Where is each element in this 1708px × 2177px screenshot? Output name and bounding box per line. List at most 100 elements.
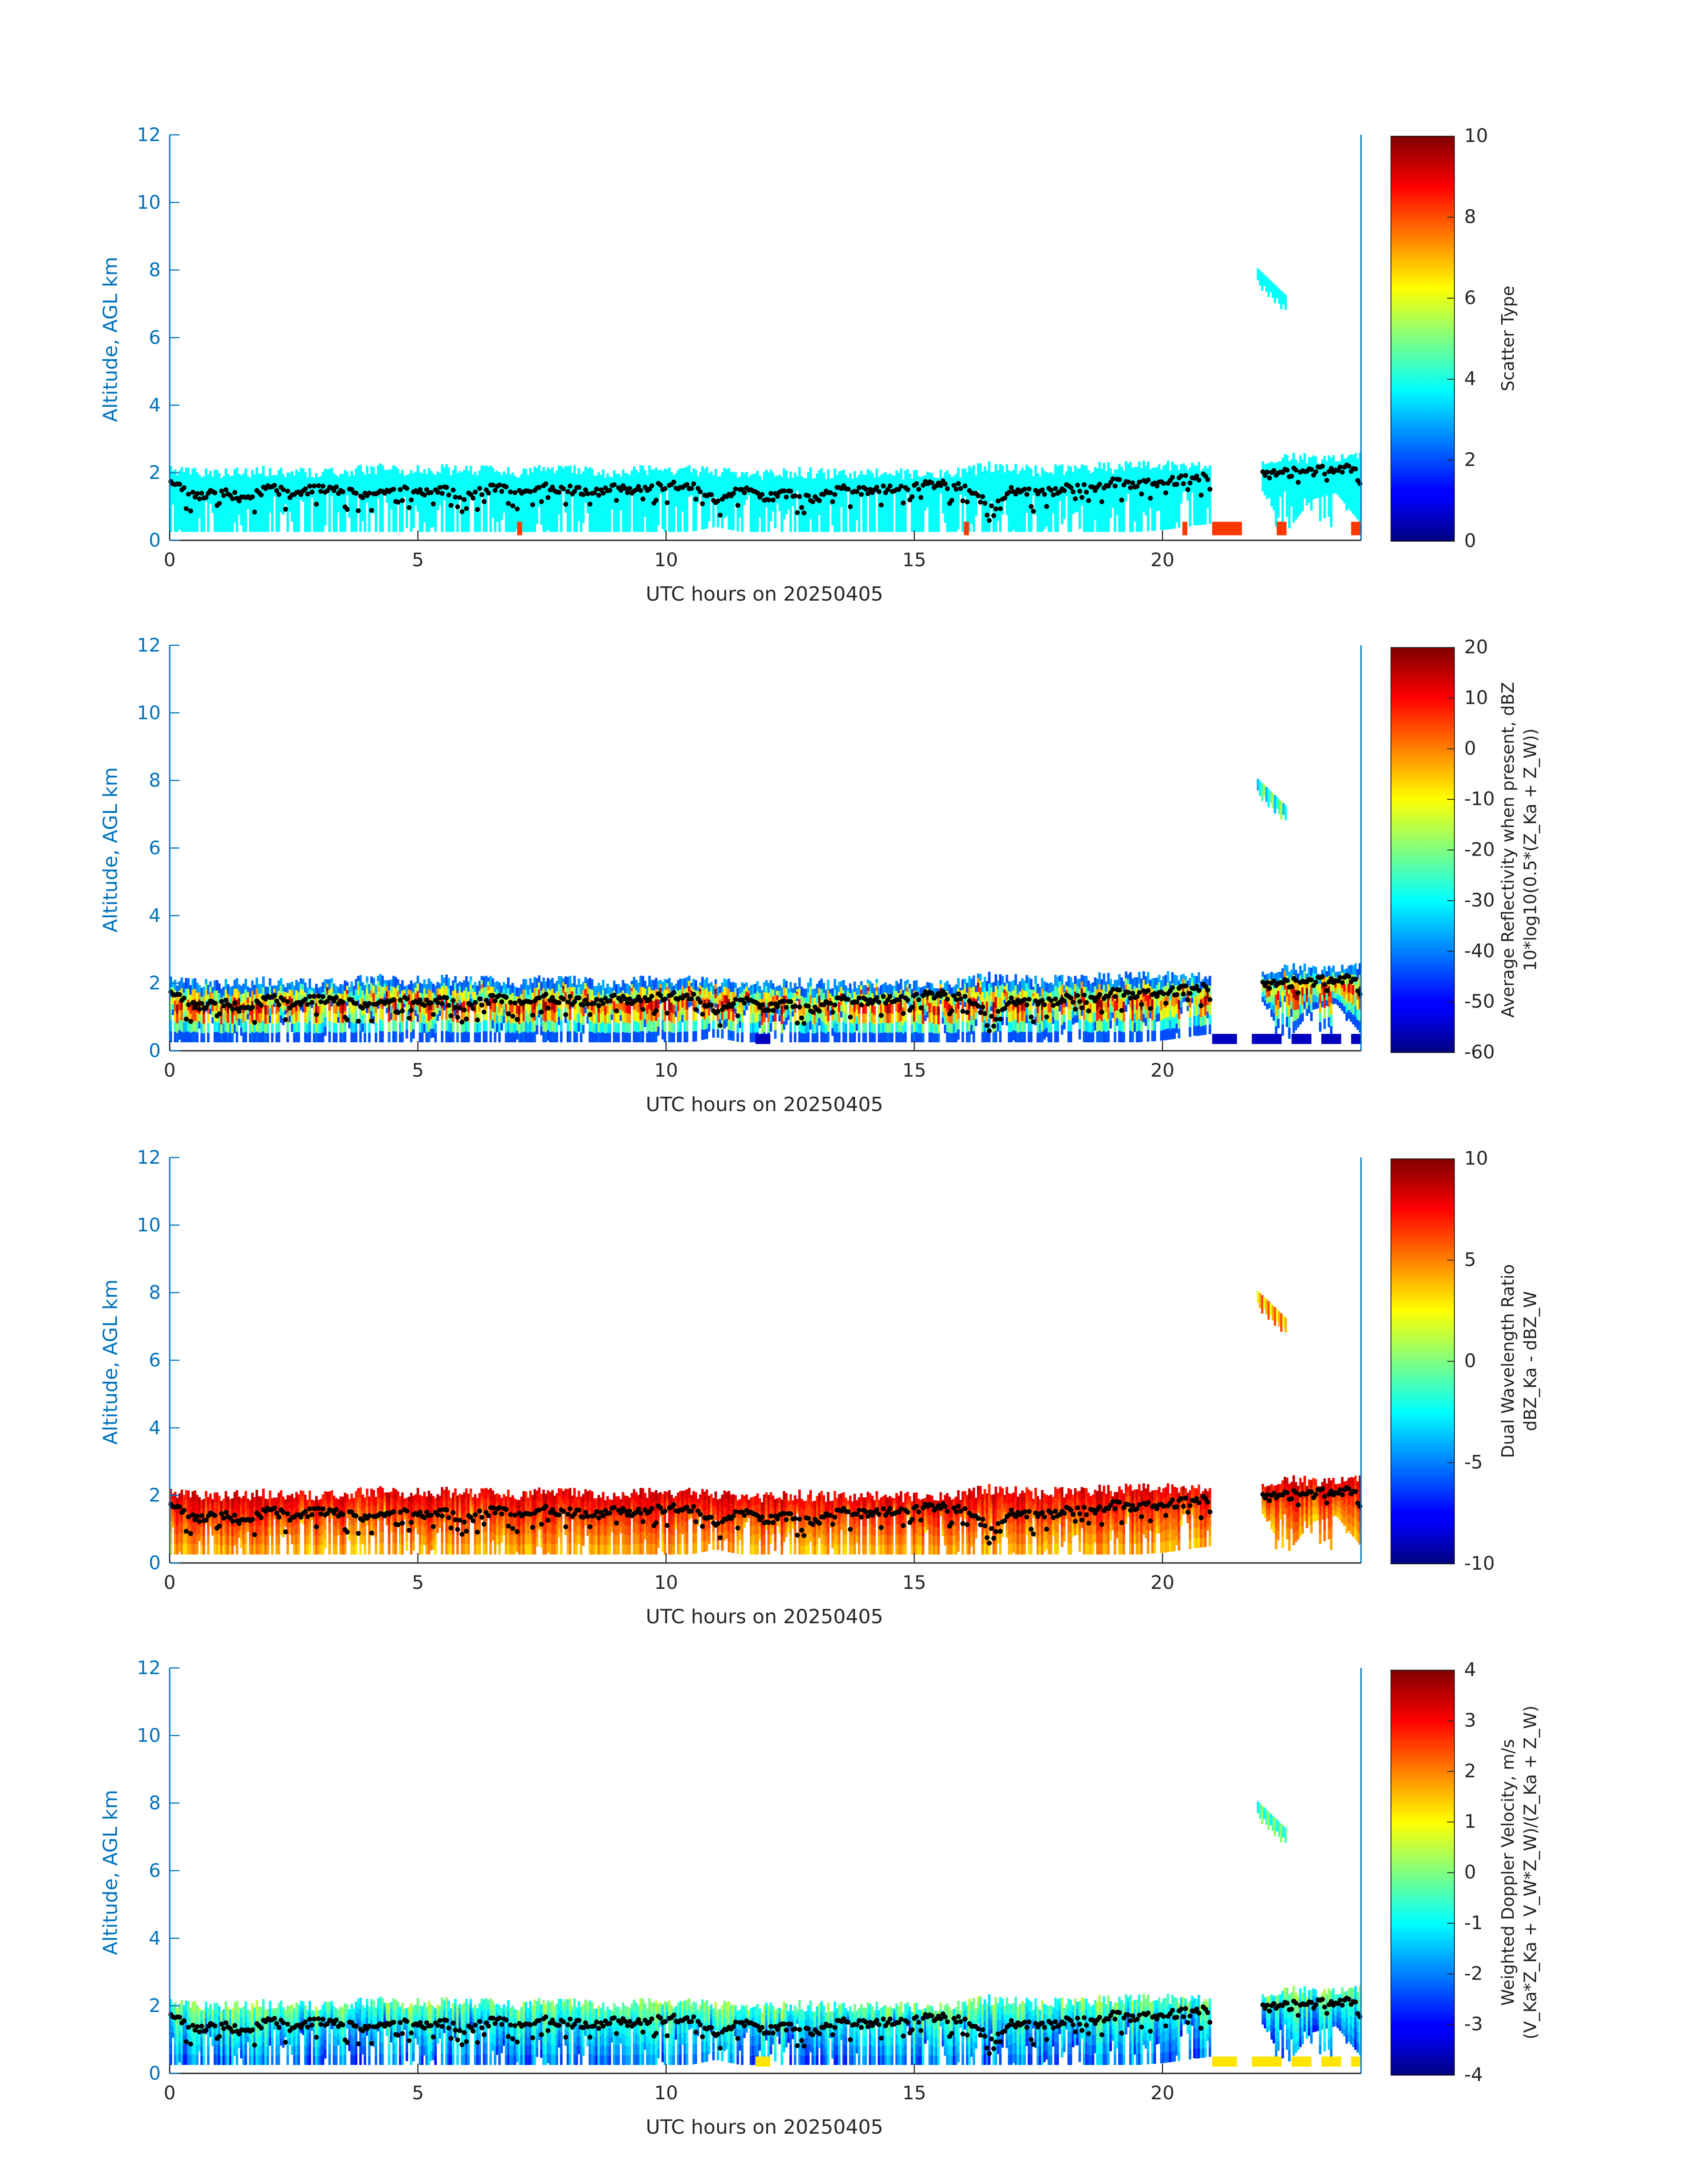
data-cell	[538, 975, 541, 982]
data-cell	[889, 522, 891, 532]
data-cell	[1089, 512, 1092, 522]
data-cell	[225, 521, 227, 532]
data-cell	[811, 487, 814, 497]
data-cell	[198, 1021, 201, 1029]
data-cell	[408, 494, 410, 500]
data-cell	[500, 1023, 503, 1031]
data-cell	[401, 1032, 404, 1043]
data-cell	[597, 1012, 600, 1023]
data-cell	[491, 485, 494, 493]
data-cell	[339, 512, 342, 522]
data-cell	[619, 505, 622, 511]
data-cell	[222, 1033, 225, 1043]
data-cell	[1334, 461, 1337, 467]
data-cell	[580, 984, 583, 994]
data-cell	[626, 493, 629, 503]
data-cell	[425, 1013, 428, 1023]
data-cell	[1072, 479, 1075, 486]
data-cell	[187, 989, 190, 1000]
data-cell	[688, 465, 691, 471]
data-cell	[509, 484, 512, 494]
data-cell	[485, 510, 488, 521]
data-cell	[1273, 486, 1275, 495]
data-cell	[952, 513, 956, 523]
data-cell	[1039, 476, 1041, 486]
data-cell	[635, 480, 638, 490]
data-cell	[1027, 467, 1031, 478]
data-cell	[352, 475, 355, 485]
data-cell	[610, 493, 614, 499]
data-cell	[505, 493, 508, 503]
data-cell	[1127, 484, 1130, 489]
data-cell	[1297, 499, 1299, 508]
data-cell	[401, 1021, 404, 1032]
data-cell	[1052, 474, 1055, 481]
data-cell	[346, 986, 349, 990]
data-cell	[535, 1006, 539, 1016]
data-cell	[324, 1007, 327, 1017]
data-cell	[489, 1031, 492, 1043]
data-cell	[646, 494, 649, 504]
data-cell	[220, 514, 223, 523]
data-cell	[1100, 489, 1103, 501]
data-cell	[366, 988, 368, 995]
data-cell	[739, 476, 741, 484]
data-cell	[869, 491, 872, 501]
data-cell	[202, 485, 205, 495]
data-cell	[551, 510, 554, 521]
data-cell	[1065, 475, 1068, 480]
data-cell	[514, 485, 517, 495]
data-cell	[1198, 493, 1200, 504]
data-cell	[941, 495, 944, 501]
data-cell	[1281, 514, 1284, 526]
data-cell	[258, 1003, 260, 1013]
data-cell	[253, 1013, 256, 1024]
data-cell	[525, 1000, 527, 1011]
data-cell	[317, 505, 320, 514]
data-cell	[772, 485, 775, 493]
data-cell	[300, 494, 302, 500]
data-cell	[450, 986, 452, 995]
data-cell	[584, 478, 587, 485]
data-cell	[361, 513, 364, 522]
data-cell	[593, 1005, 596, 1015]
data-cell	[1345, 493, 1348, 502]
data-cell	[1019, 481, 1022, 492]
data-cell	[1348, 455, 1350, 464]
data-cell	[233, 1015, 236, 1024]
data-cell	[968, 466, 971, 477]
data-cell	[1058, 465, 1061, 471]
data-cell	[491, 476, 494, 485]
data-cell	[902, 514, 905, 523]
data-cell	[1076, 468, 1079, 476]
data-cell	[1164, 475, 1167, 486]
data-cell	[964, 468, 966, 473]
data-cell	[783, 511, 785, 519]
data-cell	[1316, 492, 1320, 498]
data-cell	[359, 476, 362, 487]
data-cell	[370, 983, 373, 990]
data-cell	[282, 1011, 285, 1019]
data-cell	[549, 1021, 552, 1032]
data-cell	[441, 520, 443, 532]
lidar-point	[685, 482, 690, 487]
data-cell	[522, 1000, 525, 1011]
data-cell	[262, 1031, 265, 1043]
data-cell	[441, 464, 443, 476]
lidar-point	[920, 483, 926, 488]
data-cell	[633, 987, 635, 999]
data-cell	[948, 474, 951, 484]
data-cell	[741, 522, 743, 532]
data-cell	[342, 1023, 344, 1033]
data-cell	[500, 986, 503, 993]
data-cell	[516, 477, 518, 486]
lidar-point	[1205, 477, 1211, 482]
data-cell	[313, 505, 316, 514]
lidar-point	[459, 509, 465, 514]
data-cell	[1279, 461, 1282, 468]
data-cell	[573, 465, 576, 476]
data-cell	[171, 499, 175, 505]
data-cell	[917, 522, 920, 532]
data-cell	[260, 1013, 263, 1023]
data-cell	[1105, 501, 1108, 512]
